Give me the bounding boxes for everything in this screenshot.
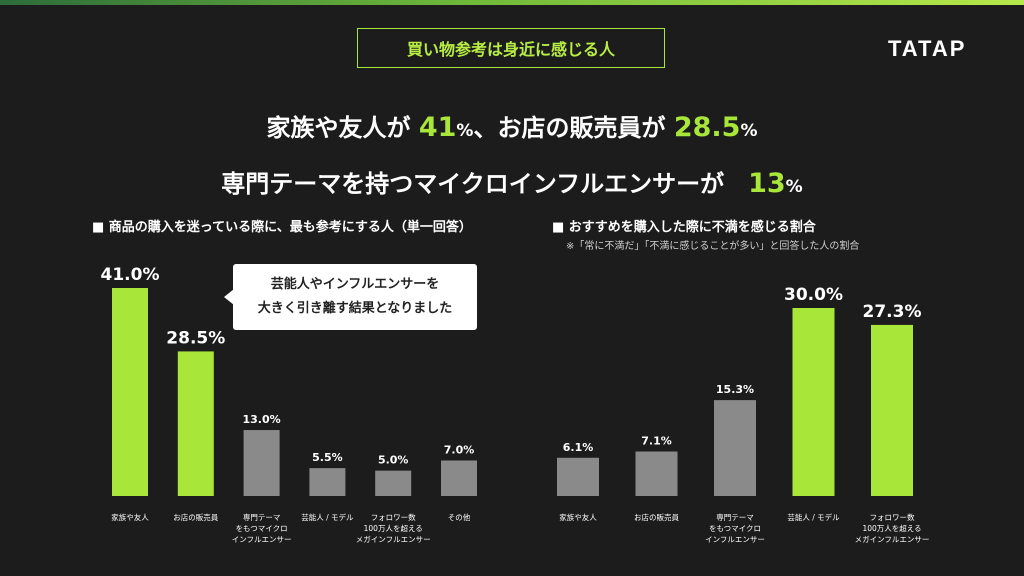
chart-1-bar-3	[792, 308, 835, 496]
headline-1-text-b: 、お店の販売員が	[473, 114, 674, 142]
headline-2-pct: %	[785, 177, 803, 197]
chart-1-category-label-4-0: フォロワー数	[870, 512, 915, 522]
callout-line-1: 芸能人やインフルエンサーを	[270, 277, 440, 292]
headline-1-value-1: 41	[418, 112, 457, 143]
top-gradient-bar	[0, 0, 1024, 5]
chart-0-category-label-3-0: 芸能人 / モデル	[301, 512, 354, 522]
chart-0-category-label-4-1: 100万人を超える	[364, 524, 423, 533]
chart-0-value-label-2: 13.0%	[243, 413, 281, 426]
topic-tag: 買い物参考は身近に感じる人	[357, 28, 665, 68]
chart-1-category-label-2-2: インフルエンサー	[705, 535, 765, 544]
chart-0-bar-5	[441, 460, 477, 496]
tatap-logo: TATAP	[888, 36, 967, 61]
chart-1-value-label-3: 30.0%	[784, 285, 843, 305]
chart-1-category-label-3-0: 芸能人 / モデル	[787, 512, 840, 522]
headline-2-value: 13	[748, 168, 786, 199]
chart-0-value-label-4: 5.0%	[378, 454, 409, 467]
chart-0-category-label-1-0: お店の販売員	[173, 512, 218, 522]
headline-2-text: 専門テーマを持つマイクロインフルエンサーが	[221, 170, 749, 198]
chart-1-bar-4	[871, 324, 913, 496]
headline-1-pct-2: %	[740, 121, 758, 141]
chart-0-bar-2	[243, 430, 280, 496]
chart-1-bar-0	[557, 457, 599, 496]
chart-1-category-label-4-2: メガインフルエンサー	[855, 534, 930, 544]
chart-1-bar-1	[635, 451, 678, 496]
chart-1-value-label-2: 15.3%	[716, 383, 754, 396]
chart-0-value-label-0: 41.0%	[101, 265, 160, 285]
headline-2: 専門テーマを持つマイクロインフルエンサーが 13%	[0, 164, 1024, 199]
chart-0-bar-1	[177, 351, 214, 496]
chart-0-value-label-1: 28.5%	[166, 328, 225, 348]
headline-1-pct-1: %	[456, 121, 474, 141]
callout-line-2: 大きく引き離す結果となりました	[257, 301, 453, 316]
chart-1-category-label-1-0: お店の販売員	[634, 512, 679, 522]
headline-1-value-2: 28.5	[673, 112, 741, 143]
left-chart-title: ■ 商品の購入を迷っている際に、最も参考にする人（単一回答）	[92, 220, 472, 235]
chart-0-bar-4	[375, 470, 412, 496]
callout-bubble: 芸能人やインフルエンサーを 大きく引き離す結果となりました	[224, 264, 477, 330]
chart-0-category-label-0-0: 家族や友人	[111, 512, 149, 522]
chart-0-category-label-2-0: 専門テーマ	[243, 512, 281, 522]
chart-1-value-label-1: 7.1%	[641, 435, 672, 448]
chart-1-value-label-4: 27.3%	[863, 302, 922, 322]
chart-0-bar-0	[112, 288, 148, 496]
chart-1-category-label-0-0: 家族や友人	[559, 512, 597, 522]
chart-0-category-label-2-1: をもつマイクロ	[236, 524, 288, 533]
chart-1-value-label-0: 6.1%	[563, 441, 594, 454]
chart-0-bar-3	[309, 468, 346, 496]
chart-0-value-label-5: 7.0%	[444, 443, 475, 456]
chart-0-category-label-4-2: メガインフルエンサー	[356, 534, 431, 544]
chart-0-category-label-2-2: インフルエンサー	[232, 535, 292, 544]
right-chart-note: ※「常に不満だ」「不満に感じることが多い」と回答した人の割合	[566, 241, 860, 252]
right-chart-title: ■ おすすめを購入した際に不満を感じる割合	[552, 220, 816, 235]
headline-1: 家族や友人が 41%、お店の販売員が 28.5%	[0, 108, 1024, 143]
headline-1-text-a: 家族や友人が	[266, 114, 419, 142]
chart-1-bar-2	[714, 400, 756, 496]
chart-1-category-label-4-1: 100万人を超える	[862, 524, 921, 533]
chart-1-category-label-2-1: をもつマイクロ	[709, 524, 761, 533]
chart-0-category-label-4-0: フォロワー数	[371, 512, 416, 522]
chart-0-value-label-3: 5.5%	[312, 451, 343, 464]
chart-1-category-label-2-0: 専門テーマ	[716, 512, 754, 522]
chart-0-category-label-5-0: その他	[448, 512, 471, 522]
